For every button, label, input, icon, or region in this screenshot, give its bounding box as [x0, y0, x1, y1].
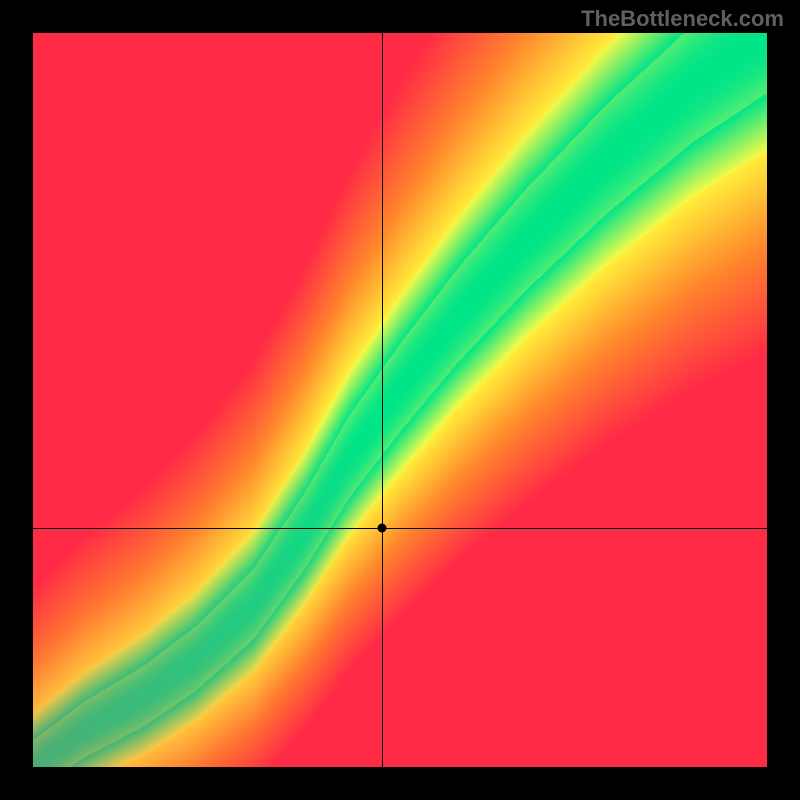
heatmap-canvas: [33, 33, 767, 767]
chart-container: TheBottleneck.com: [0, 0, 800, 800]
watermark-text: TheBottleneck.com: [581, 6, 784, 32]
marker-dot: [377, 524, 386, 533]
plot-area: [33, 33, 767, 767]
crosshair-horizontal: [33, 528, 767, 529]
crosshair-vertical: [382, 33, 383, 767]
